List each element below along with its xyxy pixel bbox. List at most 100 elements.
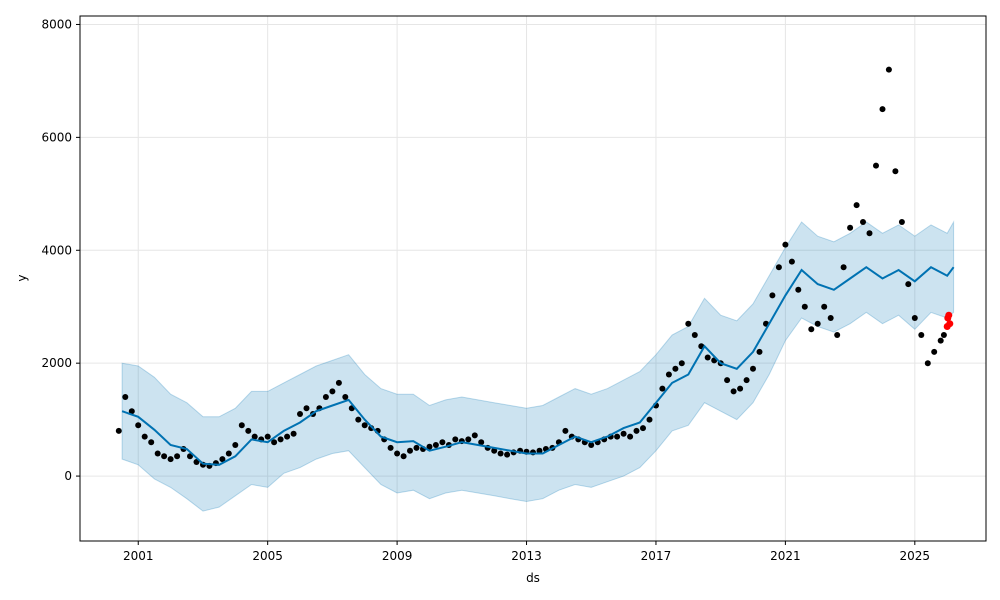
- observed-point: [219, 456, 226, 463]
- observed-point: [497, 450, 504, 457]
- observed-point: [148, 439, 155, 446]
- observed-point: [161, 453, 168, 460]
- observed-point: [691, 332, 698, 338]
- observed-point: [329, 388, 336, 395]
- observed-point: [167, 456, 174, 463]
- observed-point: [478, 439, 485, 446]
- observed-point: [808, 326, 815, 333]
- observed-point: [795, 286, 802, 293]
- observed-point: [355, 416, 362, 423]
- observed-point: [892, 168, 899, 175]
- observed-point: [128, 408, 135, 415]
- observed-point: [782, 241, 789, 248]
- observed-point: [271, 439, 278, 446]
- y-tick-label: 2000: [41, 356, 72, 370]
- x-tick-label: 2005: [252, 549, 283, 563]
- observed-point: [724, 377, 731, 384]
- observed-point: [187, 453, 193, 460]
- observed-point: [174, 453, 181, 460]
- observed-point: [853, 202, 860, 209]
- observed-point: [303, 405, 310, 412]
- observed-point: [115, 427, 122, 434]
- observed-point: [154, 450, 161, 457]
- observed-point: [225, 450, 232, 457]
- forecast-series-line: [121, 265, 955, 466]
- observed-point: [775, 264, 782, 271]
- x-tick-label: 2001: [123, 549, 154, 563]
- y-axis-label: y: [15, 274, 29, 281]
- y-axis-ticks: 0 2000 4000 6000 8000: [41, 17, 80, 483]
- observed-point: [627, 433, 634, 440]
- forecast-line: [121, 265, 955, 466]
- observed-point: [704, 354, 711, 361]
- observed-point: [898, 219, 905, 225]
- observed-point: [387, 444, 394, 451]
- observed-point: [665, 371, 672, 378]
- observed-point: [588, 442, 595, 448]
- observed-point: [940, 332, 947, 338]
- observed-point: [672, 365, 679, 372]
- observed-point: [769, 292, 776, 299]
- observed-point: [646, 416, 653, 423]
- observed-point: [866, 230, 873, 237]
- observed-point: [245, 427, 252, 434]
- observed-point: [491, 447, 498, 454]
- observed-point: [885, 66, 892, 73]
- observed-point: [834, 332, 841, 338]
- holdout-point: [945, 311, 953, 319]
- observed-point: [232, 442, 239, 448]
- observed-point: [918, 332, 925, 338]
- uncertainty-interval: [121, 220, 955, 512]
- x-tick-label: 2009: [382, 549, 413, 563]
- observed-point: [504, 451, 511, 458]
- observed-point: [879, 106, 886, 113]
- x-axis-label: ds: [526, 571, 540, 585]
- observed-point: [743, 377, 750, 384]
- y-tick-label: 4000: [41, 243, 72, 257]
- observed-point: [465, 436, 472, 443]
- x-tick-label: 2021: [770, 549, 801, 563]
- observed-point: [801, 303, 808, 310]
- observed-point: [400, 453, 407, 460]
- observed-point: [452, 436, 459, 443]
- grid-lines: [80, 16, 986, 541]
- y-tick-label: 0: [64, 469, 72, 483]
- observed-point: [860, 219, 866, 225]
- observed-point: [840, 264, 847, 271]
- observed-point: [821, 303, 828, 310]
- observed-point: [756, 348, 763, 355]
- observed-point: [562, 427, 569, 434]
- observed-point: [633, 427, 640, 434]
- observed-point: [432, 442, 439, 448]
- observed-point: [814, 320, 821, 327]
- observed-point: [297, 411, 303, 417]
- observed-point: [614, 433, 621, 440]
- y-tick-label: 8000: [41, 17, 72, 31]
- observed-point: [827, 315, 834, 321]
- observed-point: [750, 365, 756, 372]
- observed-point: [277, 436, 284, 443]
- observed-point: [413, 444, 420, 451]
- observed-point: [905, 281, 912, 288]
- observed-point: [407, 447, 413, 454]
- observed-point: [620, 430, 627, 437]
- observed-points: [115, 66, 947, 469]
- observed-point: [394, 450, 401, 457]
- observed-point: [439, 439, 446, 446]
- observed-point: [471, 432, 478, 439]
- observed-point: [322, 394, 329, 400]
- interval-band: [121, 220, 955, 512]
- observed-point: [659, 385, 666, 392]
- observed-point: [536, 447, 543, 454]
- observed-point: [847, 224, 854, 231]
- x-axis-ticks: 2001 2005 2009 2013 2017 2021 2025: [123, 541, 930, 563]
- observed-point: [685, 320, 692, 327]
- observed-point: [238, 422, 245, 429]
- observed-point: [678, 360, 685, 367]
- observed-point: [335, 379, 342, 386]
- observed-point: [122, 394, 129, 400]
- observed-point: [426, 443, 433, 450]
- holdout-point: [946, 320, 954, 328]
- x-tick-label: 2025: [900, 549, 931, 563]
